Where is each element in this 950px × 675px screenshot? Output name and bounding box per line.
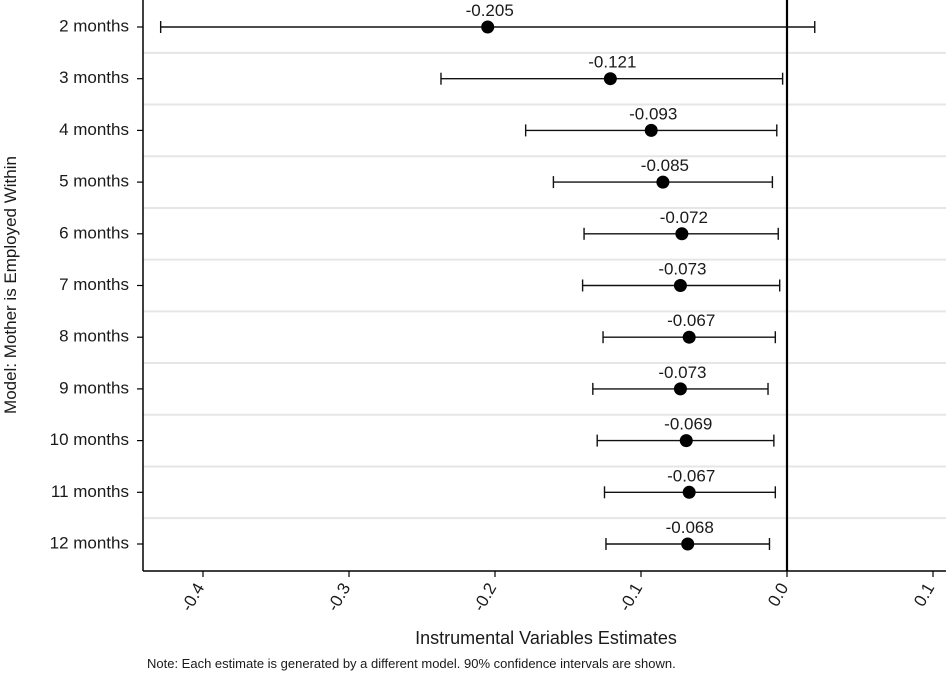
estimate-point: [673, 382, 687, 396]
estimate-point: [644, 123, 658, 137]
y-category-label: 9 months: [59, 378, 129, 397]
y-category-label: 7 months: [59, 275, 129, 294]
estimate-label: -0.067: [667, 311, 715, 330]
estimate-label: -0.085: [641, 156, 689, 175]
estimate-point: [656, 175, 670, 189]
grid-lines: [143, 51, 946, 520]
x-tick-label: -0.2: [469, 580, 500, 615]
y-axis-label: Model: Mother is Employed Within: [1, 156, 20, 414]
estimate-label: -0.121: [588, 53, 636, 72]
y-category-label: 6 months: [59, 223, 129, 242]
axes: -0.4 -0.3 -0.2 -0.1 0.0 0.1 2 months 3 months 4 …: [50, 0, 946, 615]
estimate-point: [679, 434, 693, 448]
estimate-point: [481, 20, 495, 34]
chart-note: Note: Each estimate is generated by a di…: [147, 656, 676, 671]
estimate-point: [682, 330, 696, 344]
y-category-label: 12 months: [50, 533, 129, 552]
x-tick-label: -0.4: [177, 580, 208, 615]
y-category-label: 5 months: [59, 172, 129, 191]
estimate-label: -0.067: [667, 466, 715, 485]
y-category-label: 8 months: [59, 327, 129, 346]
estimate-point: [682, 485, 696, 499]
x-axis-label: Instrumental Variables Estimates: [415, 628, 677, 648]
y-category-label: 2 months: [59, 16, 129, 35]
estimate-point: [675, 227, 689, 241]
estimate-point: [673, 279, 687, 292]
estimate-label: -0.069: [664, 415, 712, 434]
x-tick-label: 0.0: [764, 580, 792, 610]
estimate-label: -0.068: [666, 518, 714, 537]
estimate-label: -0.073: [658, 363, 706, 382]
x-tick-label: -0.3: [323, 580, 354, 615]
estimate-point: [681, 537, 695, 551]
estimate-label: -0.205: [466, 1, 514, 20]
y-category-label: 3 months: [59, 68, 129, 87]
data-marks: -0.205 -0.121 -0.093 -0.085 -0.072 -0.073 -0.0…: [159, 1, 816, 551]
y-category-label: 4 months: [59, 120, 129, 139]
y-category-label: 10 months: [50, 430, 129, 449]
y-category-label: 11 months: [51, 482, 129, 501]
estimate-label: -0.072: [660, 208, 708, 227]
estimate-point: [603, 72, 617, 86]
estimate-label: -0.093: [629, 104, 677, 123]
estimate-label: -0.073: [658, 260, 706, 279]
x-tick-label: -0.1: [615, 580, 646, 615]
x-tick-label: 0.1: [910, 580, 938, 610]
